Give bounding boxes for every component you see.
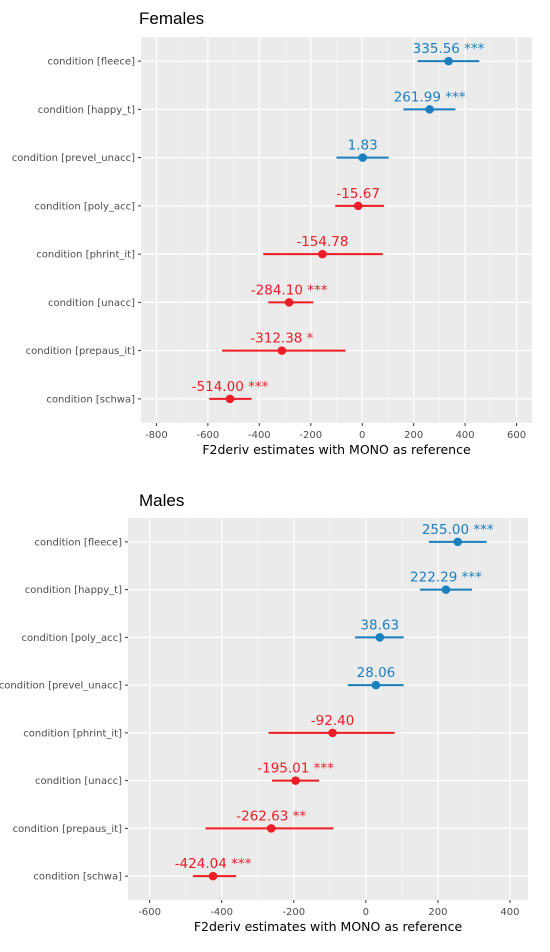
x-tick-label: 200 bbox=[428, 907, 447, 918]
estimate-point bbox=[284, 298, 294, 307]
y-tick-label: condition [prepaus_it] bbox=[13, 824, 122, 835]
estimate-point bbox=[291, 776, 300, 785]
females-forest-plot: condition [fleece] condition [happy_t]con… bbox=[12, 37, 532, 457]
x-tick-label: -800 bbox=[145, 430, 168, 441]
estimate-point bbox=[266, 824, 276, 833]
data-label: -154.78 bbox=[296, 234, 348, 250]
panel-title: Females bbox=[139, 9, 205, 28]
estimate-point bbox=[358, 153, 367, 162]
x-tick-label: 0 bbox=[363, 907, 369, 918]
y-tick-label: condition [schwa] bbox=[46, 394, 135, 405]
males-forest-plot: condition [fleece] condition [happy_t]con… bbox=[0, 518, 528, 934]
x-tick-label: -600 bbox=[197, 430, 220, 441]
data-label: -424.04 *** bbox=[175, 856, 252, 872]
y-tick-label: condition [unacc] bbox=[35, 776, 122, 787]
y-tick-label: condition [poly_acc] bbox=[34, 201, 135, 212]
x-tick-label: 400 bbox=[456, 430, 475, 441]
data-label: 335.56 *** bbox=[413, 41, 485, 57]
males-panel: Males condition [fleece] condition [happy… bbox=[0, 482, 550, 952]
x-axis-label: F2deriv estimates with MONO as reference bbox=[202, 442, 471, 457]
y-tick-label: condition [phrint_it] bbox=[36, 250, 135, 261]
estimate-point bbox=[277, 346, 287, 355]
x-axis: -800 -600 -400 -200 0 200 400 600 bbox=[145, 423, 526, 441]
y-tick-label: condition [schwa] bbox=[33, 872, 122, 883]
y-axis: condition [fleece] condition [happy_t]con… bbox=[12, 57, 141, 405]
data-label: 222.29 *** bbox=[410, 570, 482, 586]
x-axis: -600 -400 -200 0 200 400 bbox=[138, 900, 520, 918]
y-tick-label: condition [fleece] bbox=[48, 57, 136, 68]
y-tick-label: condition [happy_t] bbox=[25, 585, 122, 596]
panel-title: Males bbox=[139, 491, 185, 510]
estimate-point bbox=[453, 537, 463, 547]
y-tick-label: condition [prevel_unacc] bbox=[0, 681, 122, 692]
estimate-point bbox=[441, 585, 451, 594]
gridlines bbox=[141, 37, 532, 423]
estimate-point bbox=[444, 56, 453, 66]
data-label: -195.01 *** bbox=[257, 761, 334, 777]
data-label: -262.63 ** bbox=[236, 808, 306, 824]
y-tick-label: condition [poly_acc] bbox=[21, 633, 122, 644]
data-label: 261.99 *** bbox=[394, 89, 466, 105]
x-tick-label: 400 bbox=[500, 907, 519, 918]
data-label: 28.06 bbox=[357, 665, 396, 681]
y-tick-label: condition [prepaus_it] bbox=[26, 346, 135, 357]
estimate-point bbox=[318, 249, 327, 259]
estimate-point bbox=[353, 201, 363, 211]
x-tick-label: 0 bbox=[359, 430, 365, 441]
x-tick-label: -400 bbox=[210, 907, 233, 918]
y-tick-label: condition [happy_t] bbox=[38, 105, 135, 116]
data-label: 38.63 bbox=[360, 617, 399, 633]
x-axis-label: F2deriv estimates with MONO as reference bbox=[194, 919, 463, 934]
y-axis: condition [fleece] condition [happy_t]con… bbox=[0, 537, 128, 883]
estimate-point bbox=[371, 680, 381, 690]
y-tick-label: condition [unacc] bbox=[48, 298, 135, 309]
data-label: -514.00 *** bbox=[192, 379, 269, 395]
x-tick-label: -200 bbox=[282, 907, 305, 918]
data-label: 1.83 bbox=[348, 138, 378, 154]
y-tick-label: condition [phrint_it] bbox=[23, 728, 122, 739]
y-tick-label: condition [prevel_unacc] bbox=[12, 153, 135, 164]
estimate-point bbox=[225, 394, 235, 404]
x-tick-label: -200 bbox=[299, 430, 322, 441]
data-label: 255.00 *** bbox=[422, 522, 494, 538]
estimate-point bbox=[328, 728, 337, 738]
estimate-point bbox=[208, 871, 218, 881]
y-tick-label: condition [fleece] bbox=[35, 537, 123, 548]
data-label: -92.40 bbox=[311, 713, 355, 729]
estimate-point bbox=[425, 105, 434, 114]
x-tick-label: 200 bbox=[404, 430, 423, 441]
data-label: -284.10 *** bbox=[251, 282, 328, 298]
data-label: -15.67 bbox=[336, 186, 380, 202]
estimates: 335.56 *** 261.99 *** 1.83 -15.67 -154.78 -28… bbox=[192, 41, 485, 404]
estimates: 255.00 *** 222.29 *** 38.63 28.06 -92.40 -195… bbox=[175, 522, 494, 881]
estimate-point bbox=[375, 633, 385, 642]
plot-background bbox=[128, 518, 528, 900]
data-label: -312.38 * bbox=[250, 331, 313, 347]
x-tick-label: 600 bbox=[507, 430, 526, 441]
females-panel: Females condition [fleece] condition [hap… bbox=[0, 0, 550, 470]
x-tick-label: -400 bbox=[248, 430, 271, 441]
x-tick-label: -600 bbox=[138, 907, 161, 918]
